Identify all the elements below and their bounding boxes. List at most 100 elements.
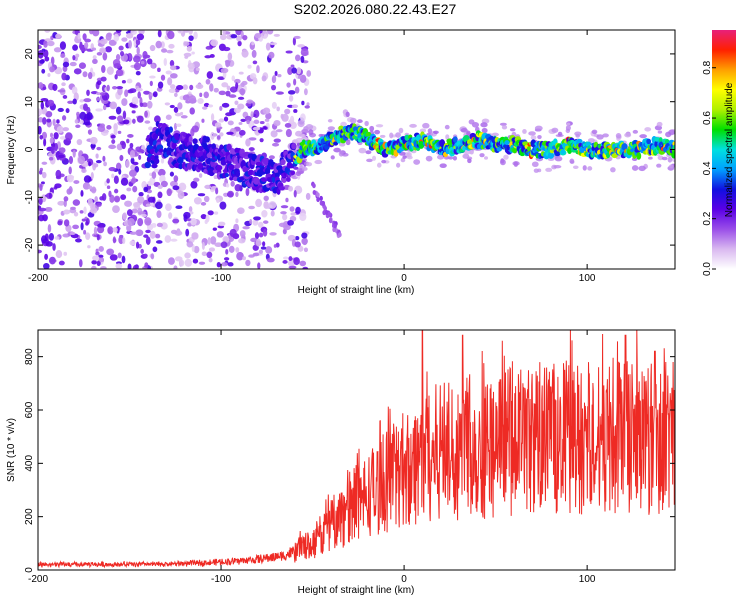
heatmap-cell (109, 254, 118, 261)
heatmap-cell (396, 162, 401, 168)
heatmap-cell (92, 55, 97, 60)
heatmap-cell (171, 141, 177, 150)
heatmap-cell (149, 44, 156, 52)
heatmap-cell (63, 219, 70, 227)
colorbar-tick-label: 0.6 (702, 111, 713, 125)
snr-y-tick-label: 400 (24, 455, 35, 472)
heatmap-cell (247, 64, 252, 69)
heatmap-cell (169, 60, 175, 67)
heatmap-cell (303, 247, 309, 253)
heatmap-cell (286, 82, 291, 88)
heatmap-cell (338, 142, 346, 147)
heatmap-cell (91, 260, 97, 265)
heatmap-cell (113, 62, 122, 69)
heatmap-cell (262, 107, 271, 115)
heatmap-cell (402, 155, 407, 159)
heatmap-cell (148, 126, 154, 131)
heatmap-cell (127, 263, 132, 269)
heatmap-cell (282, 213, 288, 221)
heatmap-cell (157, 81, 164, 89)
heatmap-cell (128, 40, 132, 49)
heatmap-cell (219, 132, 224, 137)
heatmap-cell (91, 265, 97, 269)
heatmap-cell (345, 139, 351, 146)
heatmap-cell (136, 148, 145, 153)
heatmap-cell (271, 101, 277, 109)
heatmap-cell (212, 133, 218, 137)
heatmap-cell (264, 167, 271, 175)
heatmap-cell (248, 137, 257, 141)
heatmap-cell (131, 208, 138, 214)
heatmap-cell (224, 173, 230, 178)
heatmap-cell (512, 147, 518, 154)
heatmap-cell (479, 153, 485, 158)
snr-x-tick-label: 100 (579, 574, 596, 585)
heatmap-cell (576, 138, 583, 144)
heatmap-cell (189, 84, 194, 91)
heatmap-cell (270, 210, 275, 217)
heatmap-cell (591, 129, 598, 135)
heatmap-cell (425, 155, 433, 162)
heatmap-cell (605, 152, 611, 159)
heatmap-cell (222, 46, 231, 52)
heatmap-cell (374, 129, 381, 135)
heatmap-cell (327, 126, 335, 131)
heatmap-cell (448, 156, 454, 160)
heatmap-cell (98, 246, 104, 252)
heatmap-cell (312, 183, 316, 189)
heatmap-cell (290, 212, 297, 216)
heatmap-cell (106, 125, 112, 130)
heatmap-cell (255, 238, 262, 247)
heatmap-cell (168, 126, 173, 133)
heatmap-cell (280, 159, 286, 166)
heatmap-cell (228, 94, 237, 98)
heatmap-cell (210, 113, 215, 122)
heatmap-cell (657, 130, 663, 134)
heatmap-cell (112, 205, 120, 213)
heatmap-cell (560, 149, 566, 155)
heatmap-cell (73, 211, 79, 217)
heatmap-cell (333, 141, 339, 146)
heatmap-cell (45, 110, 53, 118)
heatmap-cell (242, 226, 250, 230)
heatmap-cell (169, 171, 175, 177)
heatmap-cell (299, 74, 307, 83)
heatmap-cell (192, 258, 199, 264)
heatmap-cell (145, 236, 151, 246)
heatmap-cell (167, 77, 173, 86)
heatmap-cell (294, 241, 301, 248)
heatmap-cell (88, 161, 92, 167)
heatmap-cell (496, 146, 503, 152)
heatmap-cell (239, 230, 246, 238)
spectrogram-y-axis: -20 -10 0 10 20 (24, 48, 675, 252)
heatmap-cell (624, 132, 632, 138)
heatmap-cell (155, 201, 163, 210)
heatmap-cell (522, 129, 527, 134)
heatmap-cell (140, 60, 145, 65)
heatmap-cell (41, 131, 48, 140)
heatmap-cell (252, 252, 260, 257)
snr-frame (37, 329, 676, 571)
heatmap-cell (41, 48, 46, 52)
heatmap-cell (101, 65, 106, 74)
heatmap-cell (287, 219, 294, 226)
heatmap-cell (89, 136, 98, 145)
heatmap-cell (419, 128, 427, 133)
heatmap-cell (157, 30, 162, 38)
heatmap-cell (290, 170, 296, 176)
heatmap-cell (38, 125, 42, 135)
heatmap-cell (228, 245, 235, 253)
heatmap-cell (81, 218, 86, 222)
heatmap-cell (208, 247, 216, 252)
heatmap-cell (210, 39, 219, 47)
heatmap-cell (115, 162, 122, 171)
heatmap-cell (40, 98, 49, 102)
heatmap-cell (127, 134, 134, 138)
heatmap-cell (95, 91, 101, 96)
heatmap-cell (299, 260, 307, 267)
heatmap-cell (96, 146, 102, 151)
colorbar: 0.0 0.2 0.4 0.6 0.8 Normalized spectral ampl… (702, 30, 736, 276)
heatmap-cell (262, 228, 268, 237)
heatmap-cell (49, 66, 55, 73)
